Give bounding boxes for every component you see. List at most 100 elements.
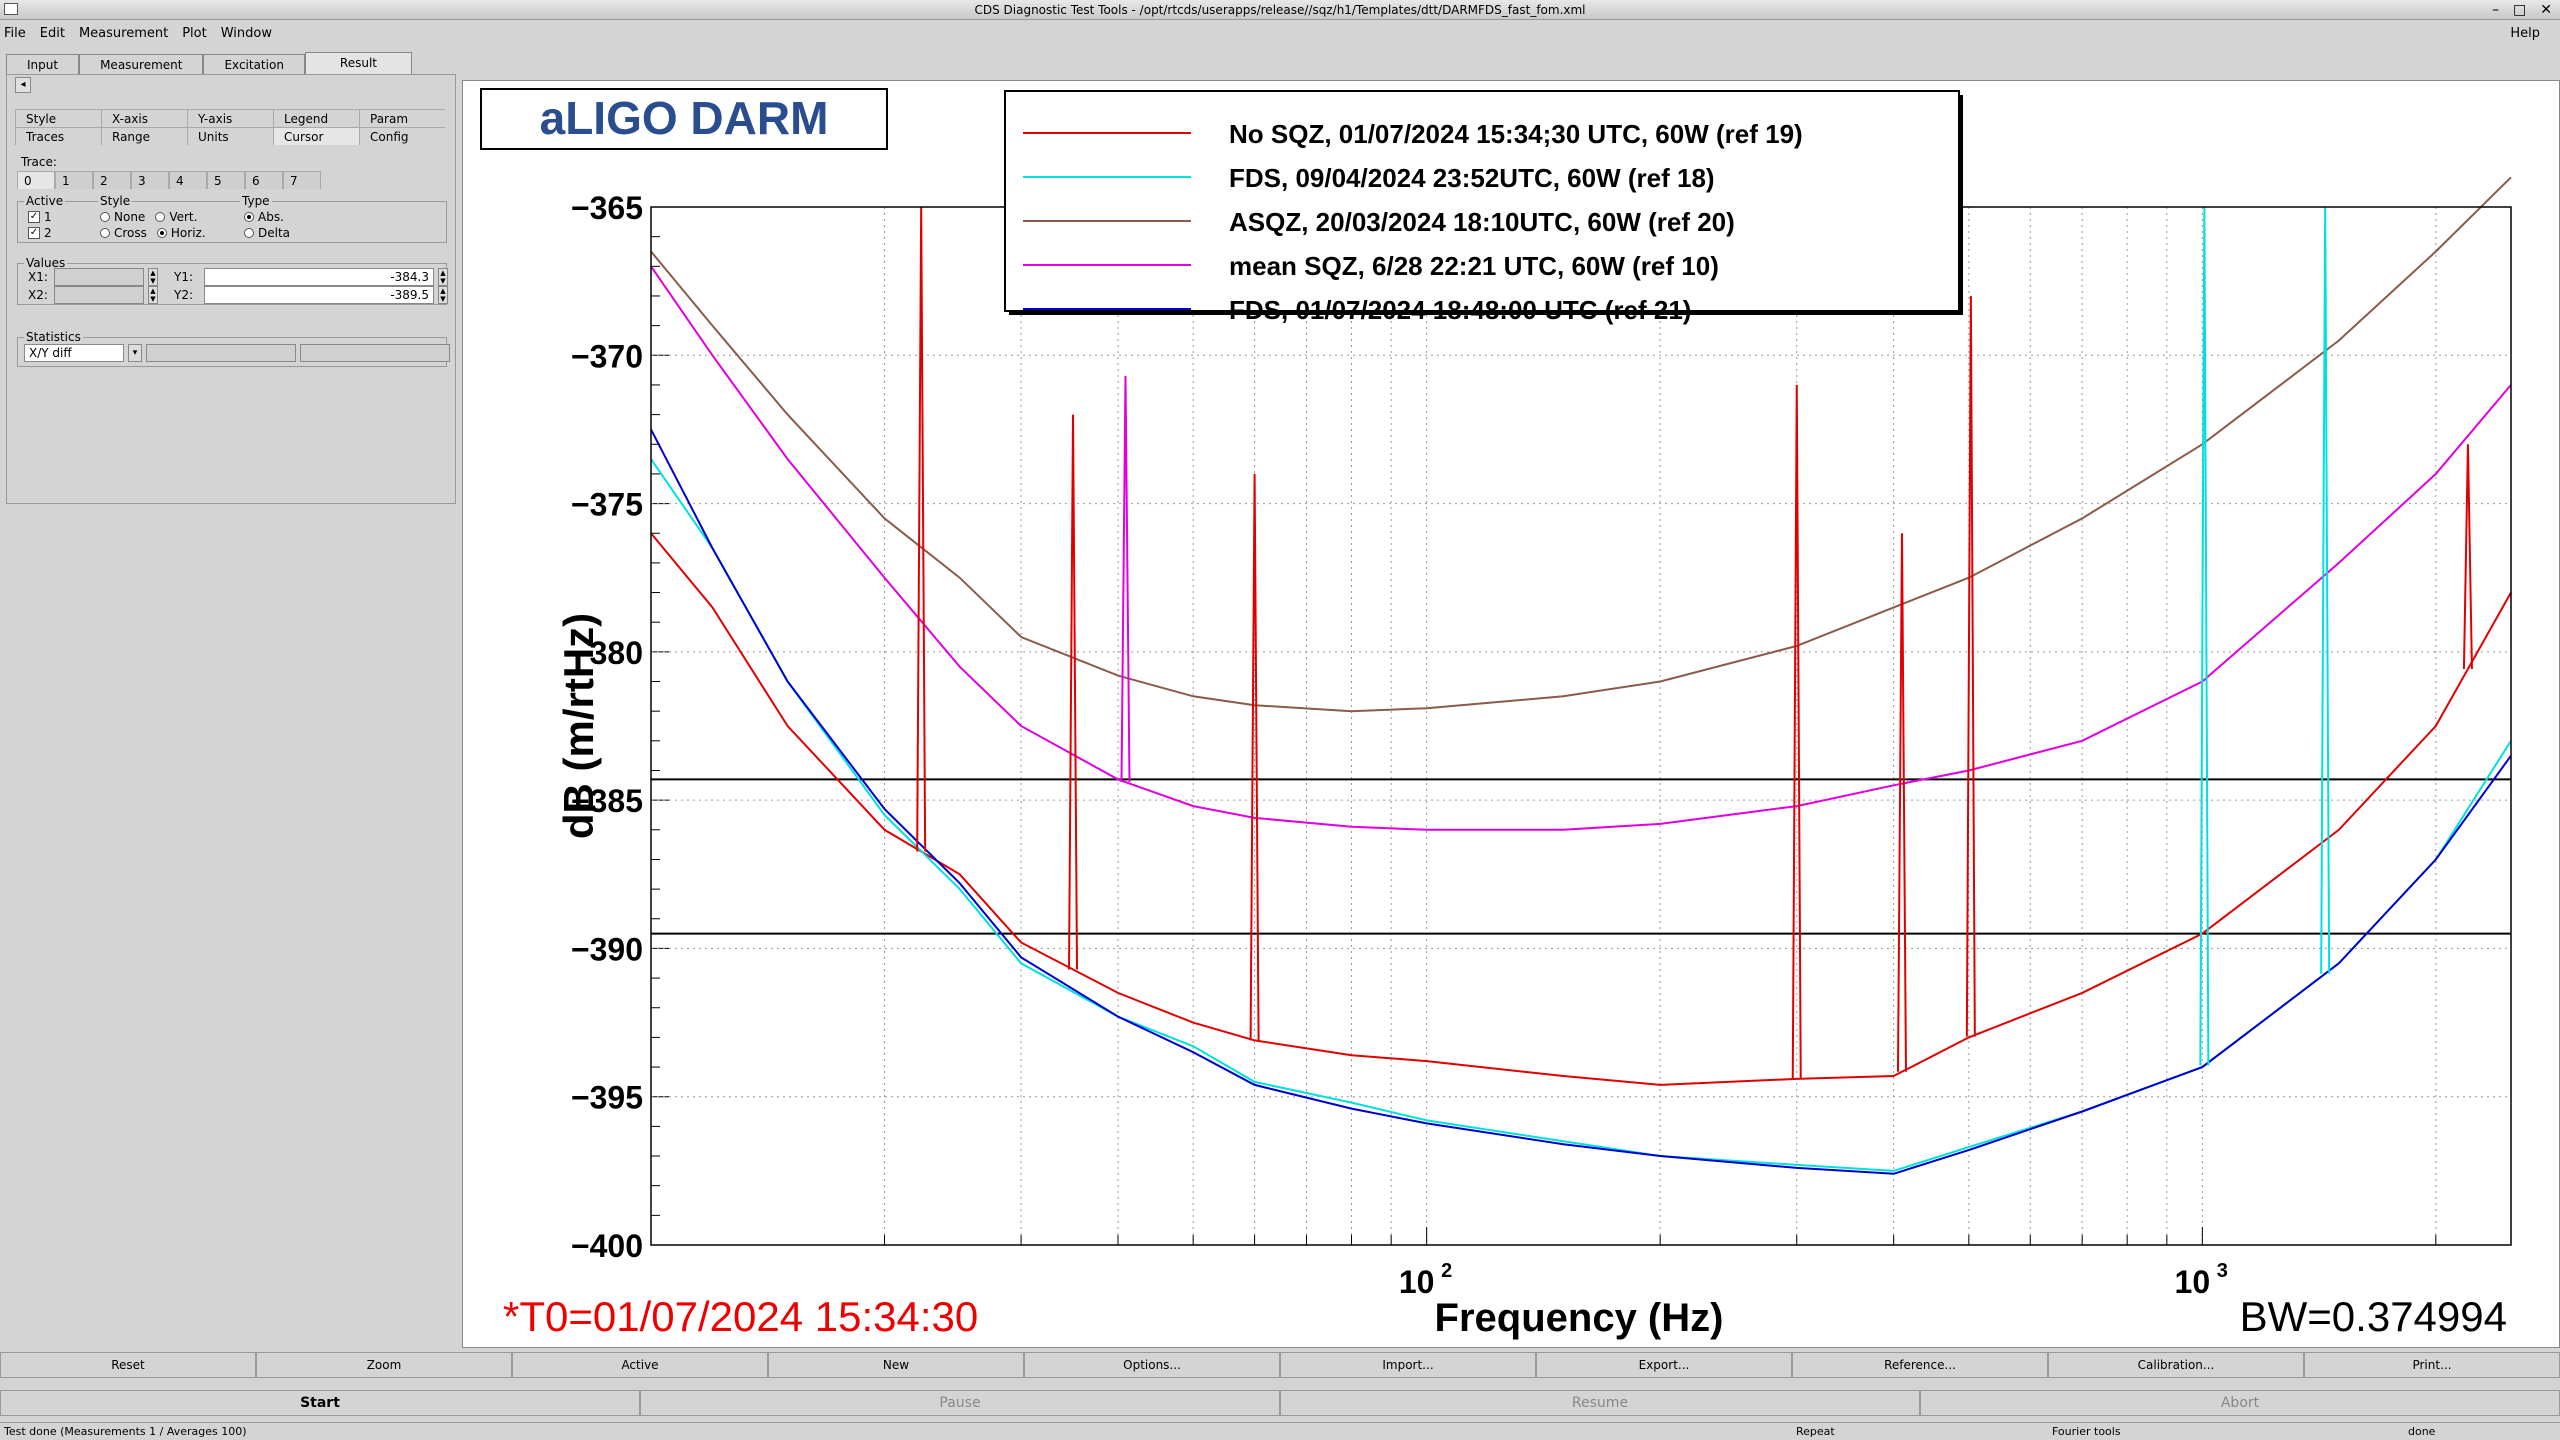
app-icon: [4, 3, 18, 15]
new-button[interactable]: New: [768, 1352, 1024, 1378]
print-button[interactable]: Print...: [2304, 1352, 2560, 1378]
x-tick-label: 10: [2175, 1264, 2211, 1300]
style-cross-label: Cross: [114, 226, 147, 240]
spike-mark: [916, 206, 927, 852]
pause-button: Pause: [640, 1390, 1280, 1416]
active-2-label: 2: [44, 226, 52, 240]
x1-field: [54, 268, 144, 286]
close-icon[interactable]: ✕: [2540, 2, 2552, 18]
subtab-param[interactable]: Param: [359, 109, 445, 127]
legend-entry: FDS, 09/04/2024 23:52UTC, 60W (ref 18): [1229, 163, 1715, 193]
reset-button[interactable]: Reset: [0, 1352, 256, 1378]
y-tick-label: −385: [571, 783, 643, 819]
spike-mark: [1249, 473, 1260, 1041]
calibration-button[interactable]: Calibration...: [2048, 1352, 2304, 1378]
import-button[interactable]: Import...: [1280, 1352, 1536, 1378]
x2-field: [54, 286, 144, 304]
status-repeat: Repeat: [1796, 1425, 1835, 1438]
active-button[interactable]: Active: [512, 1352, 768, 1378]
style-cross-radio[interactable]: [100, 228, 110, 238]
abort-button: Abort: [1920, 1390, 2560, 1416]
style-label: Style: [98, 194, 133, 208]
style-vert-radio[interactable]: [155, 212, 166, 222]
trace-tab-5[interactable]: 5: [207, 171, 245, 189]
cursor-group: Active Style Type ✓ 1 ✓ 2 None Vert. Cro…: [17, 194, 447, 243]
tab-input[interactable]: Input: [6, 54, 80, 74]
tab-result[interactable]: Result: [304, 52, 412, 74]
statistics-select[interactable]: X/Y diff: [24, 344, 124, 362]
type-delta-radio[interactable]: [244, 228, 254, 238]
menu-edit[interactable]: Edit: [39, 25, 65, 41]
trace-tabs: 0 1 2 3 4 5 6 7: [17, 171, 321, 189]
options-button[interactable]: Options...: [1024, 1352, 1280, 1378]
reference-button[interactable]: Reference...: [1792, 1352, 2048, 1378]
plot-area[interactable]: −365 −370 −375 −380 −385 −390 −395 −400 10 2 10 3 …: [462, 80, 2560, 1348]
menu-file[interactable]: File: [4, 25, 26, 41]
trace-tab-1[interactable]: 1: [55, 171, 93, 189]
style-none-label: None: [114, 210, 146, 224]
type-abs-radio[interactable]: [244, 212, 254, 222]
trace-tab-6[interactable]: 6: [245, 171, 283, 189]
status-bar: Test done (Measurements 1 / Averages 100…: [0, 1422, 2560, 1440]
legend-entry: ASQZ, 20/03/2024 18:10UTC, 60W (ref 20): [1229, 207, 1735, 237]
subtab-range[interactable]: Range: [101, 127, 187, 145]
trace-tab-3[interactable]: 3: [131, 171, 169, 189]
tab-measurement[interactable]: Measurement: [79, 54, 204, 74]
plot-button-bar: Reset Zoom Active New Options... Import.…: [0, 1352, 2560, 1378]
y2-spin[interactable]: ▲ ▼: [438, 286, 448, 304]
darm-chart[interactable]: −365−370−375−380−385−390−395−400 10 2 10 3 …: [463, 81, 2559, 1347]
subtab-config[interactable]: Config: [359, 127, 445, 145]
window-titlebar: CDS Diagnostic Test Tools - /opt/rtcds/u…: [0, 0, 2560, 20]
y-tick-labels: −365 −370 −375 −380 −385 −390 −395 −400: [571, 190, 643, 1264]
plot-grid: [650, 206, 2511, 1246]
active-2-checkbox[interactable]: ✓: [28, 227, 40, 239]
subtab-legend[interactable]: Legend: [273, 109, 359, 127]
y1-spin[interactable]: ▲ ▼: [438, 268, 448, 286]
x-tick-labels: 10 2 10 3: [1399, 1260, 2228, 1300]
export-button[interactable]: Export...: [1536, 1352, 1792, 1378]
spike-mark: [1068, 414, 1079, 970]
subtab-units[interactable]: Units: [187, 127, 273, 145]
start-button[interactable]: Start: [0, 1390, 640, 1416]
subtab-style[interactable]: Style: [15, 109, 101, 127]
chevron-down-icon[interactable]: ▾: [128, 344, 142, 362]
status-state: done: [2408, 1425, 2436, 1438]
subtab-y-axis[interactable]: Y-axis: [187, 109, 273, 127]
minimize-icon[interactable]: –: [2492, 2, 2500, 18]
status-message: Test done (Measurements 1 / Averages 100…: [4, 1425, 247, 1438]
statistics-result-2: [300, 344, 450, 362]
trace-tab-2[interactable]: 2: [93, 171, 131, 189]
x-tick-exponent: 3: [2217, 1260, 2228, 1282]
active-1-checkbox[interactable]: ✓: [28, 211, 40, 223]
menu-measurement[interactable]: Measurement: [78, 25, 169, 41]
y2-field[interactable]: -389.5: [204, 286, 434, 304]
series-lines: [650, 176, 2512, 1175]
y-tick-label: −375: [571, 487, 643, 523]
subtab-x-axis[interactable]: X-axis: [101, 109, 187, 127]
y-tick-label: −365: [571, 190, 643, 226]
trace-tab-4[interactable]: 4: [169, 171, 207, 189]
y1-field[interactable]: -384.3: [204, 268, 434, 286]
statistics-label: Statistics: [24, 330, 83, 344]
options-panel: ◂ Style X-axis Y-axis Legend Param Trace…: [6, 74, 456, 504]
y2-label: Y2:: [174, 288, 194, 302]
subtab-traces[interactable]: Traces: [15, 127, 101, 145]
style-horiz-radio[interactable]: [156, 228, 167, 238]
style-none-radio[interactable]: [100, 212, 110, 222]
x2-spin: ▲ ▼: [148, 286, 158, 304]
maximize-icon[interactable]: □: [2513, 2, 2527, 18]
active-1-label: 1: [44, 210, 52, 224]
active-label: Active: [24, 194, 66, 208]
menu-window[interactable]: Window: [220, 25, 272, 41]
trace-tab-7[interactable]: 7: [283, 171, 321, 189]
trace-tab-0[interactable]: 0: [17, 171, 55, 189]
collapse-panel-icon[interactable]: ◂: [15, 77, 31, 93]
menu-plot[interactable]: Plot: [182, 25, 207, 41]
zoom-button[interactable]: Zoom: [256, 1352, 512, 1378]
subtab-cursor[interactable]: Cursor: [273, 127, 359, 145]
menubar: File Edit Measurement Plot Window Help: [0, 22, 2560, 44]
y-tick-label: −370: [571, 338, 643, 374]
menu-help[interactable]: Help: [2510, 25, 2540, 41]
chart-title: aLIGO DARM: [540, 92, 829, 144]
tab-excitation[interactable]: Excitation: [203, 54, 305, 74]
